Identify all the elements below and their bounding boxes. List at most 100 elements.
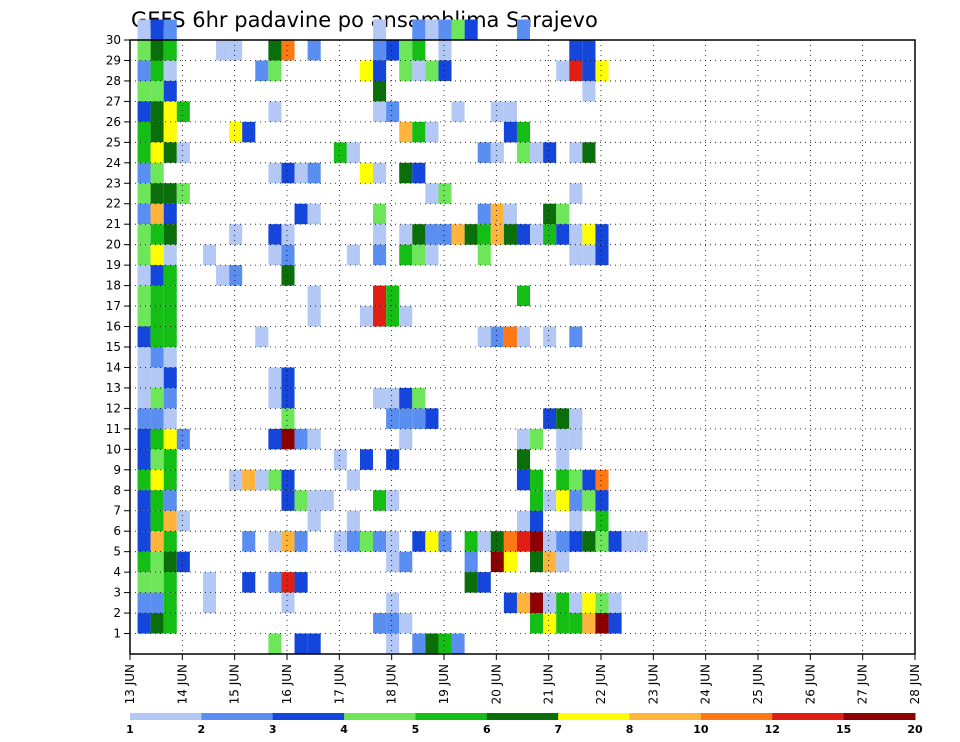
heatmap-cell [294, 490, 308, 511]
heatmap-cell [386, 551, 400, 573]
x-tick-label: 26 JUN [803, 664, 817, 704]
colorbar-label: 6 [483, 723, 491, 736]
heatmap-cell [399, 40, 413, 61]
heatmap-cell [137, 326, 151, 347]
heatmap-cell [543, 224, 557, 245]
y-tick-label: 27 [106, 94, 121, 108]
heatmap-cell [595, 531, 609, 552]
heatmap-cell [386, 387, 400, 409]
heatmap-cell [307, 510, 321, 532]
heatmap-cell [346, 469, 360, 491]
heatmap-cell [150, 19, 164, 40]
heatmap-cell [399, 408, 413, 429]
heatmap-cell [412, 60, 426, 81]
heatmap-cell [163, 510, 177, 532]
heatmap-cell [163, 613, 177, 634]
heatmap-cell [373, 306, 387, 327]
heatmap-cell [281, 572, 295, 593]
y-tick-label: 25 [106, 135, 121, 149]
heatmap-cell [386, 449, 400, 470]
heatmap-cell [229, 224, 243, 245]
heatmap-cell [516, 428, 531, 450]
colorbar-label: 15 [836, 723, 851, 736]
heatmap-cell [150, 592, 164, 614]
heatmap-cell [477, 224, 491, 245]
colorbar-swatch [558, 713, 631, 720]
heatmap-cell [163, 183, 177, 204]
heatmap-cell [242, 469, 256, 491]
colorbar-label: 2 [198, 723, 206, 736]
y-tick-label: 10 [106, 442, 121, 456]
heatmap-cell [163, 101, 177, 122]
heatmap-cell [595, 592, 609, 614]
heatmap-cell [530, 428, 544, 450]
heatmap-cell [150, 285, 164, 307]
heatmap-cell [242, 572, 256, 593]
colorbar-label: 5 [412, 723, 420, 736]
heatmap-cell [425, 244, 439, 266]
heatmap-cell [294, 531, 308, 552]
heatmap-cell [451, 101, 465, 122]
heatmap-cell [425, 19, 439, 40]
heatmap-cell [386, 408, 400, 429]
heatmap-cell [163, 203, 177, 225]
heatmap-cell [582, 224, 596, 245]
heatmap-cell [359, 531, 374, 552]
colorbar-swatch [772, 713, 845, 720]
heatmap-cell [412, 19, 426, 40]
heatmap-cell [556, 408, 570, 429]
heatmap-cell [425, 224, 439, 245]
heatmap-cell [163, 490, 177, 511]
heatmap-cell [543, 531, 557, 552]
heatmap-cell [530, 592, 544, 614]
heatmap-cell [399, 387, 413, 409]
y-tick-label: 4 [113, 565, 121, 579]
heatmap-cell [516, 121, 531, 143]
heatmap-cell [569, 469, 583, 491]
y-tick-label: 2 [113, 606, 121, 620]
heatmap-cell [294, 162, 308, 184]
heatmap-cell [137, 203, 151, 225]
heatmap-cell [490, 326, 504, 347]
heatmap-cell [595, 490, 609, 511]
heatmap-cell [137, 285, 151, 307]
heatmap-cell [346, 510, 360, 532]
heatmap-cell [229, 40, 243, 61]
heatmap-cell [412, 162, 426, 184]
heatmap-cell [595, 510, 609, 532]
heatmap-cell [556, 428, 570, 450]
heatmap-cell [386, 531, 400, 552]
y-tick-label: 24 [106, 156, 121, 170]
heatmap-cell [176, 551, 190, 573]
heatmap-cell [150, 121, 164, 143]
heatmap-cell [137, 347, 151, 368]
heatmap-cell [516, 531, 531, 552]
heatmap-cell [582, 490, 596, 511]
heatmap-cell [373, 285, 387, 307]
heatmap-cell [399, 428, 413, 450]
heatmap-cell [307, 203, 321, 225]
heatmap-cell [490, 531, 504, 552]
heatmap-cell [582, 40, 596, 61]
heatmap-cell [137, 613, 151, 634]
colorbar-label: 1 [126, 723, 134, 736]
y-tick-label: 11 [106, 422, 121, 436]
heatmap-cell [137, 592, 151, 614]
y-axis: 1234567891011121314151617181920212223242… [106, 33, 130, 641]
heatmap-cell [569, 40, 583, 61]
heatmap-cell [150, 613, 164, 634]
heatmap-cell [425, 633, 439, 654]
heatmap-cell [556, 531, 570, 552]
heatmap-cells [137, 19, 648, 654]
heatmap-cell [281, 387, 295, 409]
heatmap-cell [438, 531, 452, 552]
heatmap-cell [530, 142, 544, 163]
heatmap-cell [582, 592, 596, 614]
heatmap-cell [373, 490, 387, 511]
y-tick-label: 14 [106, 360, 121, 374]
heatmap-cell [359, 306, 374, 327]
heatmap-cell [150, 101, 164, 122]
colorbar-swatch [629, 713, 702, 720]
heatmap-cell [150, 326, 164, 347]
